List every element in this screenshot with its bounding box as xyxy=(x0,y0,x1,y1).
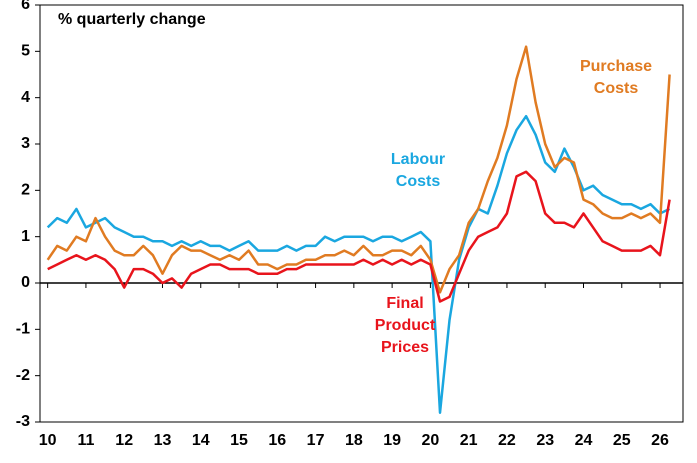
x-tick-label: 23 xyxy=(536,432,554,449)
y-tick-label: 5 xyxy=(21,43,30,60)
y-tick-label: -3 xyxy=(16,413,30,430)
y-tick-label: 4 xyxy=(21,89,30,106)
y-tick-label: 1 xyxy=(21,228,30,245)
series-line xyxy=(46,45,671,294)
plot-frame xyxy=(39,4,684,423)
x-tick-label: 13 xyxy=(154,432,172,449)
chart-subtitle: % quarterly change xyxy=(58,11,206,28)
y-tick-label: -2 xyxy=(16,367,30,384)
x-tick-label: 22 xyxy=(498,432,516,449)
x-tick-label: 12 xyxy=(115,432,133,449)
x-tick-label: 25 xyxy=(613,432,631,449)
x-tick-label: 24 xyxy=(575,432,593,449)
y-tick-label: 6 xyxy=(21,0,30,13)
x-tick-label: 17 xyxy=(307,432,325,449)
y-tick-label: 2 xyxy=(21,182,30,199)
y-tick-label: 3 xyxy=(21,135,30,152)
series-label: Labour xyxy=(391,151,445,168)
series-label: Costs xyxy=(594,80,639,97)
x-tick-label: 19 xyxy=(383,432,401,449)
x-tick-label: 21 xyxy=(460,432,478,449)
series-line xyxy=(46,114,671,414)
x-tick-label: 16 xyxy=(268,432,286,449)
series-label: Final xyxy=(386,295,423,312)
x-tick-label: 15 xyxy=(230,432,248,449)
y-tick-label: -1 xyxy=(16,321,30,338)
series-label: Product xyxy=(375,317,436,334)
series-label: Purchase xyxy=(580,58,652,75)
x-tick-label: 20 xyxy=(421,432,439,449)
series-line xyxy=(47,170,671,303)
series-label: Prices xyxy=(381,339,429,356)
series-label: Costs xyxy=(396,173,441,190)
x-tick-label: 10 xyxy=(39,432,57,449)
x-tick-label: 26 xyxy=(651,432,669,449)
y-tick-label: 0 xyxy=(21,274,30,291)
x-tick-label: 14 xyxy=(192,432,210,449)
x-tick-label: 18 xyxy=(345,432,363,449)
x-tick-label: 11 xyxy=(77,432,94,449)
